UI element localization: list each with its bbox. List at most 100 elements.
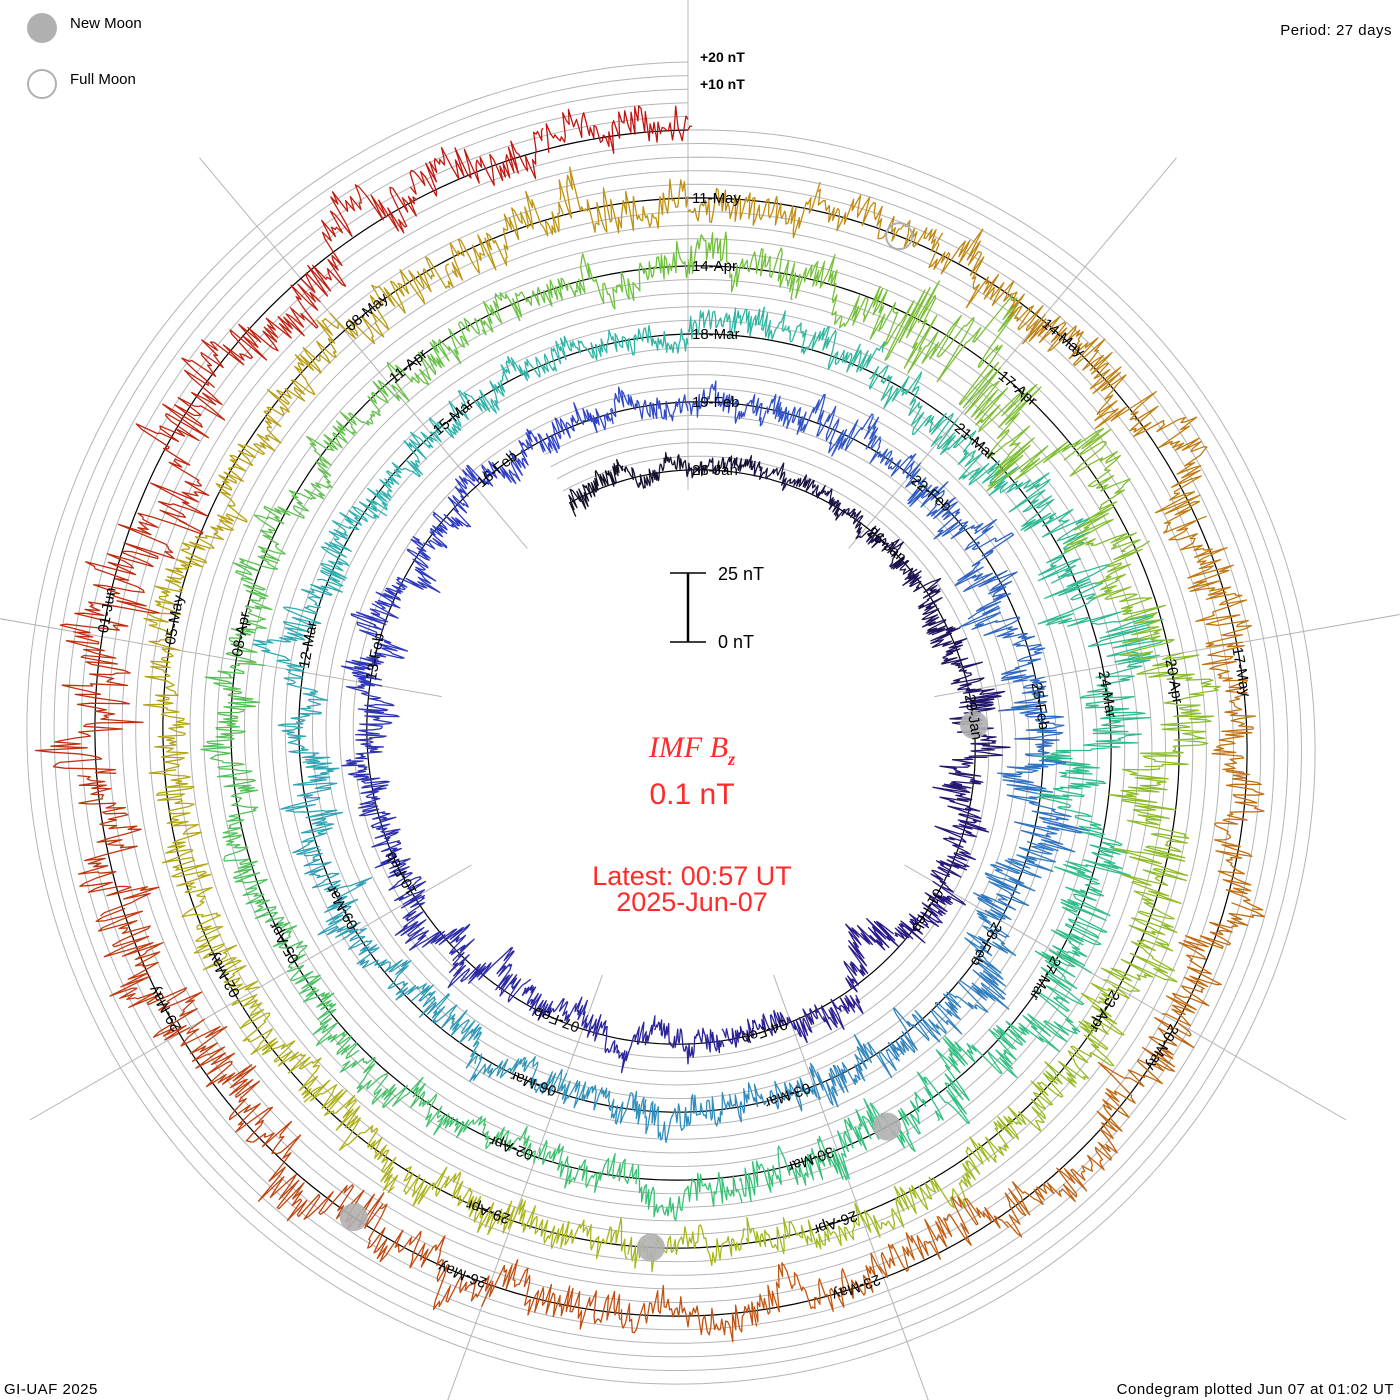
- bz-day-trace: [785, 322, 886, 373]
- bz-day-trace: [623, 451, 689, 489]
- bz-day-trace: [386, 317, 480, 402]
- bz-day-trace: [687, 125, 693, 131]
- bz-day-trace: [1036, 761, 1128, 870]
- bz-day-trace: [317, 501, 388, 587]
- parameter-title-main: IMF B: [648, 731, 728, 764]
- bz-day-trace: [142, 648, 191, 772]
- date-label: 03-Mar: [762, 1079, 812, 1111]
- grid-spiral: [80, 115, 1262, 1331]
- bz-day-trace: [1050, 859, 1131, 974]
- bz-day-trace: [429, 371, 506, 443]
- bz-day-trace: [180, 1018, 274, 1143]
- bz-day-trace: [200, 662, 265, 769]
- date-label: 26-May: [436, 1258, 489, 1291]
- bz-day-trace: [253, 465, 333, 562]
- bz-day-trace: [365, 431, 438, 511]
- grid-spoke: [848, 157, 1177, 549]
- bz-day-trace: [932, 756, 988, 830]
- bz-day-trace: [479, 277, 582, 336]
- date-label: 10-Feb: [382, 849, 420, 899]
- bz-day-trace: [511, 1198, 628, 1260]
- grid-label-plus10: +10 nT: [700, 76, 745, 92]
- plotted-label: Condegram plotted Jun 07 at 01:02 UT: [1116, 1381, 1394, 1398]
- bz-day-trace: [521, 984, 589, 1027]
- bz-day-trace: [394, 894, 475, 962]
- new-moon-legend-label: New Moon: [70, 15, 142, 32]
- bz-day-trace: [954, 518, 1018, 620]
- bz-day-trace: [843, 918, 900, 993]
- bz-day-trace: [916, 1027, 1018, 1124]
- bz-day-trace: [811, 484, 864, 540]
- bz-day-trace: [831, 413, 919, 479]
- legend: New Moon Full Moon: [27, 13, 142, 99]
- bz-day-trace: [836, 1091, 927, 1180]
- bz-day-trace: [403, 1166, 516, 1236]
- bz-day-trace: [857, 525, 918, 576]
- bz-day-trace: [687, 181, 821, 239]
- bz-day-trace: [644, 1091, 731, 1144]
- bz-day-trace: [1096, 1016, 1195, 1140]
- bz-day-trace: [687, 231, 797, 300]
- scale-top-label: 25 nT: [718, 564, 764, 584]
- bz-day-trace: [964, 367, 1105, 492]
- bz-day-trace: [753, 1252, 883, 1323]
- bz-day-trace: [610, 386, 689, 425]
- bz-day-trace: [148, 769, 212, 888]
- bz-day-trace: [210, 426, 282, 541]
- grid-spoke: [934, 613, 1400, 698]
- bz-day-trace: [367, 1203, 492, 1311]
- bz-day-trace: [252, 583, 343, 672]
- bz-day-trace: [374, 536, 441, 609]
- bz-day-trace: [817, 188, 944, 252]
- grid-spiral: [53, 88, 1289, 1358]
- reference-spiral: [94, 129, 1248, 1317]
- bz-day-trace: [286, 964, 360, 1060]
- bz-day-trace: [232, 871, 308, 970]
- full-moon-marker: [885, 222, 914, 251]
- date-label: 02-May: [204, 948, 244, 1000]
- bz-day-trace: [795, 254, 899, 347]
- date-label: 12-Mar: [296, 620, 321, 670]
- new-moon-marker: [636, 1233, 665, 1262]
- bz-day-trace: [1022, 313, 1155, 430]
- bz-day-trace: [868, 365, 954, 447]
- grid-label-plus20: +20 nT: [700, 49, 745, 65]
- bz-day-trace: [930, 626, 985, 691]
- bz-day-trace: [1037, 563, 1165, 665]
- date-label: 11-May: [692, 190, 741, 207]
- bz-day-trace: [751, 460, 816, 492]
- latest-time: Latest: 00:57 UT: [592, 861, 792, 891]
- bz-day-trace: [1042, 982, 1130, 1088]
- bz-day-trace: [1100, 873, 1182, 993]
- bz-day-trace: [1108, 767, 1190, 882]
- bz-day-trace: [766, 393, 845, 454]
- bz-day-trace: [300, 184, 418, 297]
- date-label: 08-May: [342, 289, 392, 334]
- latest-date: 2025-Jun-07: [616, 887, 768, 917]
- date-label: 23-Apr: [1086, 987, 1123, 1034]
- date-label: 23-May: [829, 1271, 882, 1304]
- bz-day-trace: [1136, 651, 1221, 768]
- bz-day-trace: [231, 993, 322, 1099]
- grid-spoke: [29, 864, 472, 1121]
- bz-day-trace: [329, 256, 454, 345]
- bz-day-trace: [578, 240, 689, 310]
- date-label: 18-Mar: [692, 326, 740, 343]
- bz-day-trace: [738, 1135, 848, 1203]
- full-moon-legend-icon: [27, 69, 57, 99]
- bz-series: [34, 105, 1265, 1343]
- bz-day-trace: [1004, 1128, 1118, 1238]
- bz-day-trace: [469, 1053, 568, 1096]
- date-label: 23-Jan: [692, 462, 738, 479]
- bz-day-trace: [339, 1056, 443, 1128]
- bz-day-trace: [1093, 540, 1175, 660]
- date-label: 14-Apr: [692, 258, 737, 275]
- scale-bottom-label: 0 nT: [718, 632, 754, 652]
- bz-day-trace: [959, 605, 1046, 683]
- bz-day-trace: [263, 317, 340, 429]
- bz-day-trace: [936, 418, 1031, 497]
- credit-label: GI-UAF 2025: [4, 1381, 98, 1398]
- bz-day-trace: [687, 380, 767, 427]
- bz-day-trace: [859, 1161, 976, 1238]
